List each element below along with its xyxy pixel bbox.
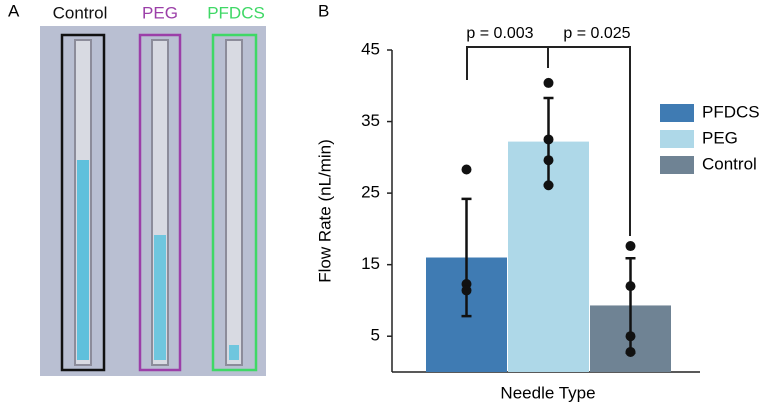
data-point xyxy=(543,134,554,145)
data-point xyxy=(543,155,554,166)
legend-swatch xyxy=(660,104,694,122)
error-bar xyxy=(461,197,472,318)
legend-label: PFDCS xyxy=(702,102,760,121)
data-point xyxy=(543,180,554,191)
data-point xyxy=(625,331,636,342)
annotation: p = 0.003 xyxy=(466,25,533,42)
legend-swatch xyxy=(660,156,694,174)
annotation: p = 0.025 xyxy=(563,25,630,42)
panel-label: B xyxy=(318,1,329,20)
data-point xyxy=(461,285,472,296)
data-point xyxy=(461,164,472,175)
y-tick-label: 5 xyxy=(371,326,380,345)
data-point xyxy=(625,241,636,252)
bracket xyxy=(466,46,549,80)
needle-label: PEG xyxy=(142,3,178,22)
data-point xyxy=(625,281,636,292)
legend-label: PEG xyxy=(702,128,738,147)
x-axis-label: Needle Type xyxy=(500,383,595,402)
needle-box xyxy=(60,33,106,372)
y-tick-label: 35 xyxy=(361,111,380,130)
y-tick-label: 45 xyxy=(361,39,380,58)
legend-label: Control xyxy=(702,154,757,173)
bracket xyxy=(547,46,631,236)
data-point xyxy=(625,346,636,357)
data-point xyxy=(543,77,554,88)
needle-label: Control xyxy=(53,3,108,22)
needle-label: PFDCS xyxy=(207,3,265,22)
y-tick-label: 25 xyxy=(361,183,380,202)
needles xyxy=(74,39,243,366)
legend-swatch xyxy=(660,130,694,148)
panel-label: A xyxy=(8,1,20,20)
y-axis-label: Flow Rate (nL/min) xyxy=(315,139,334,283)
y-tick-label: 15 xyxy=(361,254,380,273)
needle-box xyxy=(138,33,182,372)
needle-box xyxy=(211,33,258,372)
